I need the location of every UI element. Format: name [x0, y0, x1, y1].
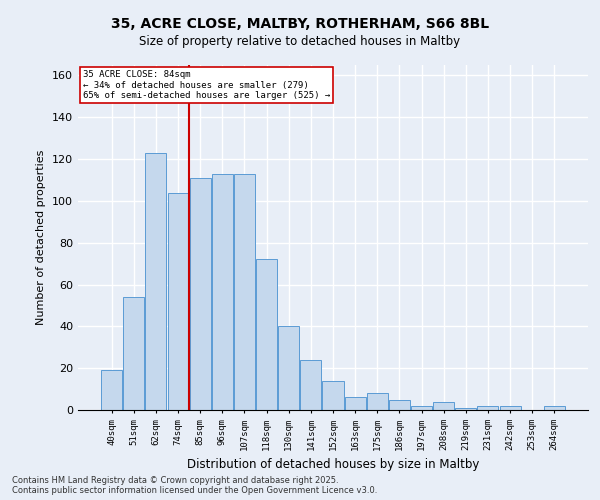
Text: Contains HM Land Registry data © Crown copyright and database right 2025.
Contai: Contains HM Land Registry data © Crown c…: [12, 476, 377, 495]
Text: Size of property relative to detached houses in Maltby: Size of property relative to detached ho…: [139, 35, 461, 48]
Bar: [500, 406, 521, 410]
Bar: [389, 400, 410, 410]
Bar: [478, 406, 499, 410]
Bar: [212, 174, 233, 410]
Bar: [101, 370, 122, 410]
Bar: [344, 398, 365, 410]
Bar: [367, 394, 388, 410]
Bar: [322, 380, 344, 410]
Bar: [544, 406, 565, 410]
Bar: [190, 178, 211, 410]
Bar: [278, 326, 299, 410]
Bar: [301, 360, 322, 410]
Bar: [455, 408, 476, 410]
Bar: [145, 153, 166, 410]
Bar: [256, 260, 277, 410]
Bar: [234, 174, 255, 410]
Y-axis label: Number of detached properties: Number of detached properties: [37, 150, 46, 325]
Text: 35, ACRE CLOSE, MALTBY, ROTHERHAM, S66 8BL: 35, ACRE CLOSE, MALTBY, ROTHERHAM, S66 8…: [111, 18, 489, 32]
Text: 35 ACRE CLOSE: 84sqm
← 34% of detached houses are smaller (279)
65% of semi-deta: 35 ACRE CLOSE: 84sqm ← 34% of detached h…: [83, 70, 331, 100]
Bar: [433, 402, 454, 410]
Bar: [167, 192, 188, 410]
X-axis label: Distribution of detached houses by size in Maltby: Distribution of detached houses by size …: [187, 458, 479, 471]
Bar: [411, 406, 432, 410]
Bar: [124, 297, 145, 410]
